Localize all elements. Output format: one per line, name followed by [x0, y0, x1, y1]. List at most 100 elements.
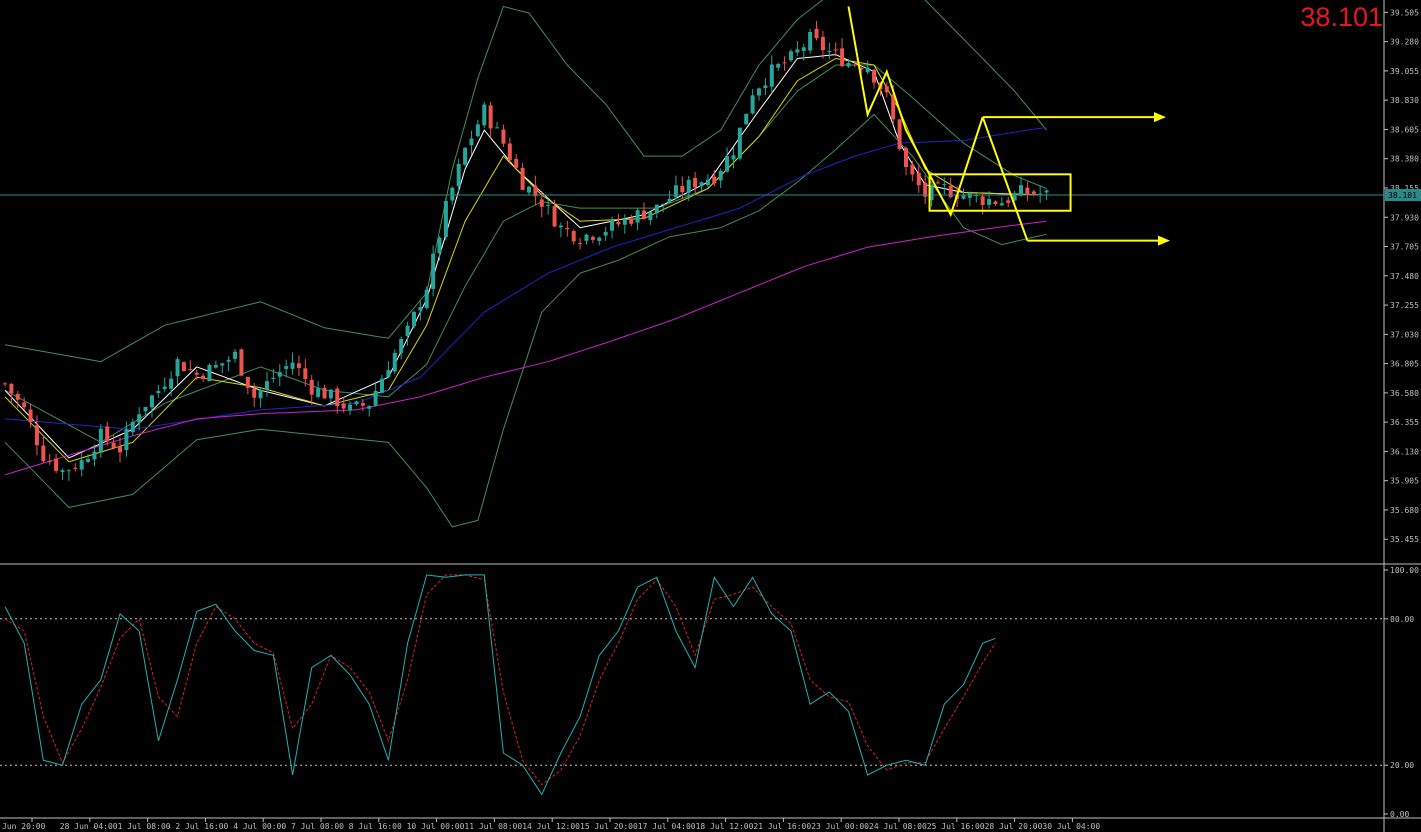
candle-body [859, 67, 864, 70]
price-tick-label: 38.380 [1390, 155, 1419, 164]
candle-body [993, 201, 998, 205]
candle-body [616, 221, 621, 225]
candle-body [533, 185, 538, 197]
time-tick-label: Jun 20:00 [2, 822, 46, 831]
bollinger-upper-band [4, 0, 1047, 363]
candle-body [584, 234, 589, 241]
candle-body [974, 195, 979, 197]
candle-body [111, 442, 116, 449]
stoch-tick-label: 80.00 [1390, 615, 1414, 624]
candle-body [852, 64, 857, 66]
price-tick-label: 39.280 [1390, 38, 1419, 47]
candle-body [322, 388, 327, 399]
candle-body [731, 155, 736, 160]
time-tick-label: 2 Jul 16:00 [175, 822, 228, 831]
candle-body [303, 368, 308, 379]
candle-body [552, 206, 557, 227]
price-tick-label: 36.805 [1390, 360, 1419, 369]
candle-body [725, 156, 730, 172]
time-tick-label: 11 Jul 08:00 [464, 822, 522, 831]
candle-body [386, 370, 391, 378]
time-tick-label: 30 Jul 04:00 [1042, 822, 1100, 831]
time-tick-label: 21 Jul 16:00 [753, 822, 811, 831]
candle-body [750, 95, 755, 114]
candle-body [316, 388, 321, 397]
price-tick-label: 37.255 [1390, 301, 1419, 310]
candle-body [284, 366, 289, 369]
candle-body [507, 143, 512, 161]
candle-body [763, 85, 768, 88]
candle-body [169, 378, 174, 389]
price-tick-label: 37.930 [1390, 213, 1419, 222]
price-tick-label: 35.680 [1390, 506, 1419, 515]
candle-body [233, 351, 238, 359]
candle-body [744, 113, 749, 125]
candle-body [635, 210, 640, 223]
price-tick-label: 39.505 [1390, 8, 1419, 17]
candle-body [1012, 193, 1017, 201]
candle-body [28, 409, 33, 423]
candle-body [495, 127, 500, 129]
lower-target-arrowhead [1158, 235, 1170, 246]
zigzag-pattern-line [847, 6, 984, 218]
candle-body [808, 32, 813, 51]
candle-body [213, 364, 218, 368]
candle-body [539, 199, 544, 207]
candle-body [987, 199, 992, 205]
candle-body [41, 445, 46, 462]
candle-body [571, 230, 576, 242]
price-tick-label: 38.830 [1390, 96, 1419, 105]
candle-body [92, 451, 97, 460]
candle-body [348, 404, 353, 411]
candle-body [335, 388, 340, 407]
candle-body [737, 127, 742, 159]
candle-body [590, 236, 595, 240]
candle-body [833, 49, 838, 51]
stoch-tick-label: 100.00 [1390, 566, 1419, 575]
trade-annotations [847, 6, 1170, 246]
candle-body [482, 104, 487, 126]
candle-body [3, 383, 7, 385]
candle-body [98, 428, 103, 453]
ma-blue-line [4, 127, 1047, 430]
candle-body [239, 349, 244, 376]
time-tick-label: 24 Jul 08:00 [869, 822, 927, 831]
candle-body [903, 148, 908, 167]
candle-body [201, 375, 206, 379]
price-tick-label: 37.705 [1390, 243, 1419, 252]
candle-body [693, 177, 698, 188]
candle-body [648, 211, 653, 221]
price-tick-label: 37.480 [1390, 272, 1419, 281]
candle-body [520, 167, 525, 190]
candle-body [162, 386, 167, 390]
candle-body [328, 389, 333, 399]
candle-body [175, 359, 180, 377]
candle-body [207, 364, 212, 382]
bollinger-lower-band [4, 113, 1047, 528]
candle-body [373, 390, 378, 406]
candle-body [884, 86, 889, 93]
candle-body [642, 210, 646, 219]
candle-body [820, 36, 825, 51]
time-tick-label: 4 Jul 00:00 [233, 822, 286, 831]
candle-body [597, 237, 602, 241]
candle-body [673, 185, 678, 197]
candle-body [782, 62, 787, 64]
candle-body [565, 227, 570, 230]
candle-body [86, 458, 91, 463]
candle-body [948, 186, 953, 198]
candle-body [475, 124, 480, 137]
candle-body [801, 47, 806, 51]
stoch-signal-line [4, 574, 996, 786]
candle-body [610, 220, 615, 231]
candle-body [769, 64, 774, 87]
candle-body [1031, 191, 1036, 195]
candle-body [961, 195, 966, 199]
stochastic-panel: 100.00 80.00 20.00 0.00 Jun 20:00 28 Jun 04:0… [0, 566, 1421, 831]
candle-body [34, 425, 39, 446]
candle-body [488, 105, 493, 129]
candle-body [846, 62, 851, 67]
candle-body [22, 402, 27, 408]
stoch-main-line [4, 574, 996, 796]
